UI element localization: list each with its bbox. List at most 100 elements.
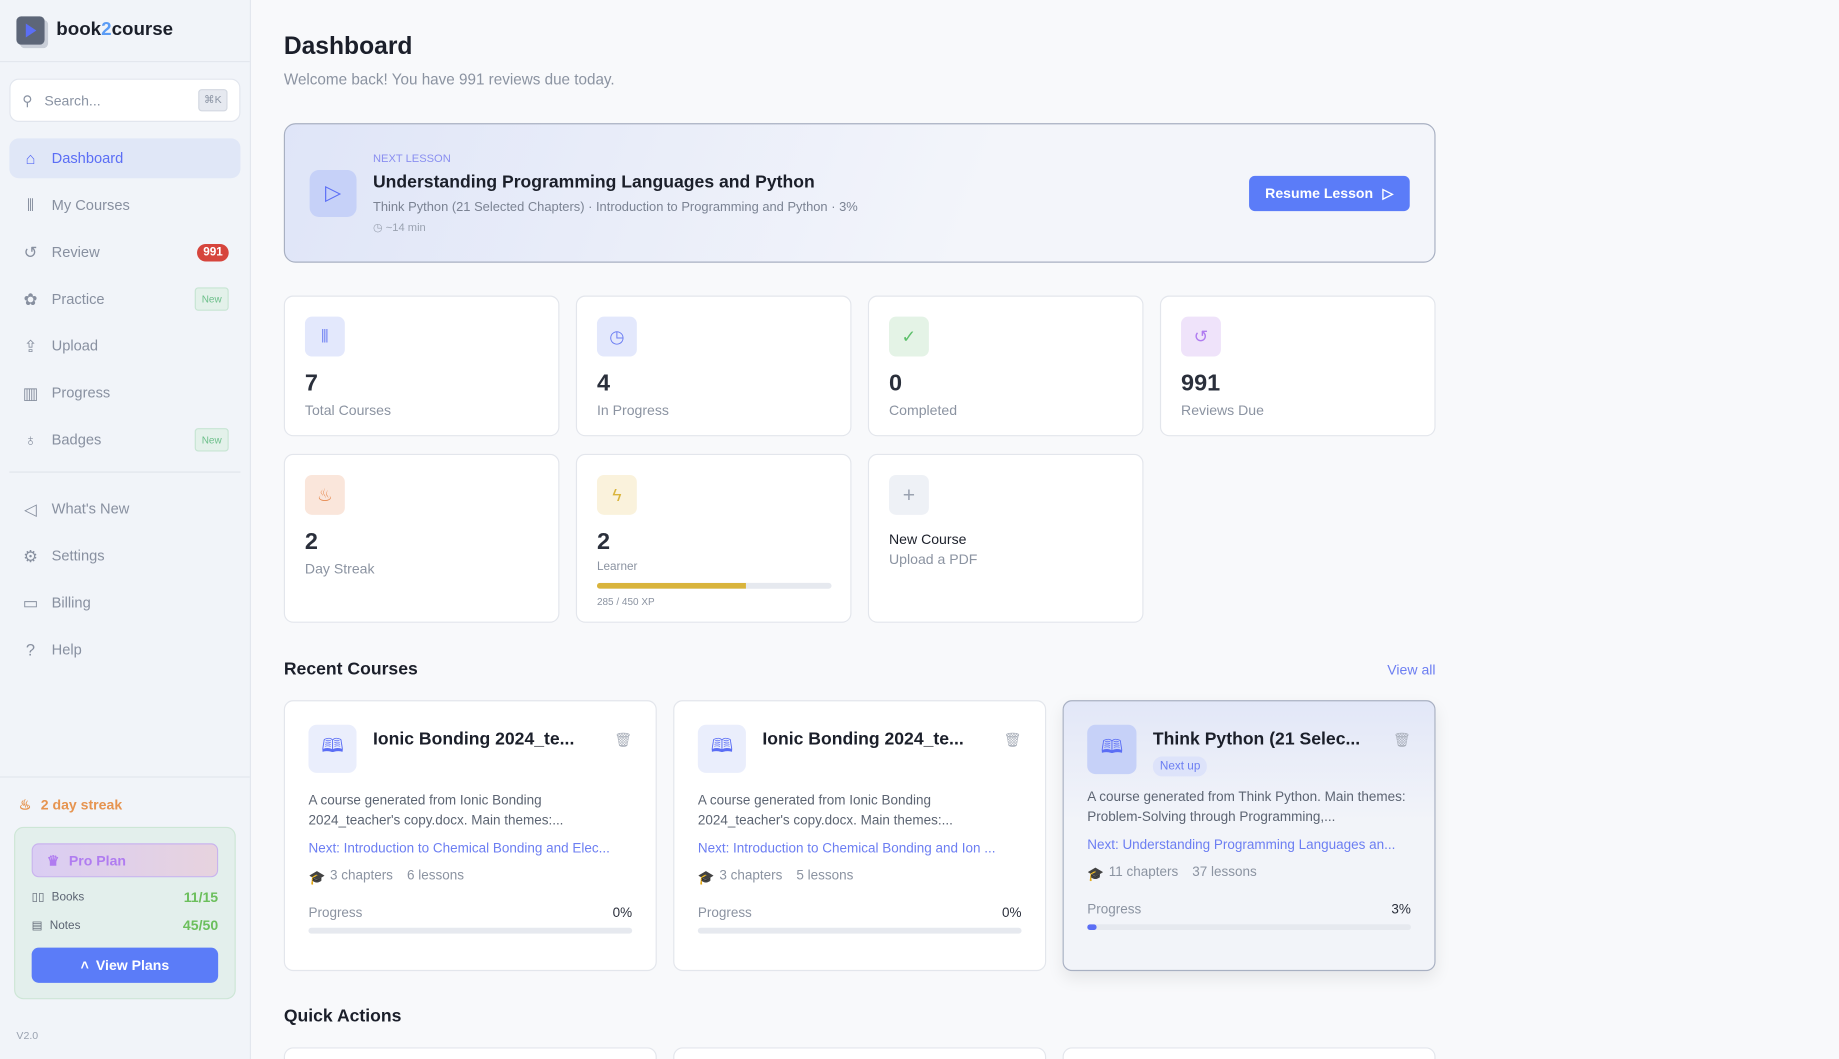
search-placeholder: Search... [44, 92, 101, 109]
stat-completed[interactable]: ✓ 0 Completed [867, 295, 1144, 437]
trash-icon[interactable]: 🗑 [1393, 731, 1411, 749]
graduation-cap-icon: 🎓 [697, 871, 715, 886]
play-icon: ▷ [1382, 185, 1394, 202]
nav-label: Practice [51, 290, 105, 308]
nav-label: Review [51, 243, 100, 261]
course-next-lesson[interactable]: Next: Introduction to Chemical Bonding a… [308, 842, 610, 857]
new-course-card[interactable]: + New Course Upload a PDF [867, 453, 1144, 623]
bar-chart-icon: ▥ [22, 382, 39, 402]
sidebar-item-help[interactable]: ? Help [9, 630, 240, 670]
chapter-count: 3 chapters [329, 869, 393, 884]
chapter-count: 11 chapters [1108, 865, 1179, 880]
course-title: Ionic Bonding 2024_te... [372, 729, 575, 750]
file-text-icon: ▤ [31, 918, 43, 932]
course-card[interactable]: 🕮 Ionic Bonding 2024_te... 🗑 A course gene… [673, 700, 1047, 972]
sidebar-item-badges[interactable]: ♁ Badges New [9, 420, 240, 460]
book-open-icon: 🕮 [1087, 724, 1137, 775]
nav-label: Progress [51, 384, 111, 402]
app-name: book2course [56, 19, 174, 40]
pro-plan-badge[interactable]: ♛ Pro Plan [31, 843, 219, 878]
sidebar-item-upload[interactable]: ⇪ Upload [9, 326, 240, 366]
chevron-up-icon: ˄ [80, 957, 89, 974]
progress-value: 3% [1391, 903, 1411, 918]
crown-icon: ♛ [46, 852, 60, 869]
nav-label: What's New [51, 500, 130, 518]
chapter-count: 3 chapters [719, 869, 783, 884]
quick-action-card[interactable] [1062, 1047, 1436, 1059]
course-description: A course generated from Ionic Bonding 20… [308, 794, 564, 829]
recent-courses-heading: Recent Courses [283, 659, 418, 680]
level-label: Learner [596, 560, 638, 574]
plus-icon: + [889, 474, 929, 515]
stat-label: Reviews Due [1181, 402, 1264, 419]
nav-label: Billing [51, 594, 91, 612]
view-plans-button[interactable]: ˄ View Plans [31, 947, 219, 983]
home-icon: ⌂ [25, 148, 36, 168]
resume-lesson-button[interactable]: Resume Lesson ▷ [1248, 175, 1410, 212]
nav-label: My Courses [51, 197, 130, 214]
sidebar-item-settings[interactable]: ⚙ Settings [9, 536, 240, 576]
progress-bar [308, 927, 633, 934]
main-nav: ⌂ Dashboard ⫴ My Courses ↺ Review 991 ✿ Pract… [0, 138, 250, 669]
trash-icon[interactable]: 🗑 [614, 731, 633, 749]
page-title: Dashboard [283, 32, 413, 60]
stat-reviews-due[interactable]: ↺ 991 Reviews Due [1159, 295, 1436, 437]
stat-value: 991 [1181, 370, 1221, 397]
megaphone-icon: ◁ [24, 499, 37, 518]
course-card[interactable]: 🕮 Ionic Bonding 2024_te... 🗑 A course gene… [283, 700, 657, 972]
progress-label: Progress [1087, 903, 1142, 918]
book-icon: ▯▯ [31, 890, 45, 904]
nav-label: Dashboard [51, 150, 124, 167]
quick-action-card[interactable] [673, 1047, 1047, 1059]
stat-value: 7 [304, 370, 318, 397]
next-lesson-meta: Think Python (21 Selected Chapters) · In… [372, 199, 858, 215]
plan-box: ♛ Pro Plan ▯▯ Books 11/15 ▤ Notes 45/50 ˄ View… [14, 826, 236, 1000]
lesson-count: 6 lessons [407, 869, 465, 884]
stat-value: 0 [889, 370, 903, 397]
sidebar-item-review[interactable]: ↺ Review 991 [9, 232, 240, 272]
nav-label: Settings [51, 547, 105, 565]
progress-value: 0% [612, 906, 633, 921]
stat-day-streak[interactable]: ♨ 2 Day Streak [283, 453, 560, 623]
nav-label: Badges [51, 431, 102, 449]
trash-icon[interactable]: 🗑 [1003, 731, 1022, 749]
xp-text: 285 / 450 XP [596, 595, 655, 608]
quick-action-card[interactable] [283, 1047, 657, 1059]
stat-total-courses[interactable]: ⫴ 7 Total Courses [283, 295, 560, 437]
zap-icon: ϟ [596, 474, 637, 515]
logo[interactable]: book2course [0, 0, 250, 63]
sidebar-item-progress[interactable]: ▥ Progress [9, 373, 240, 413]
progress-label: Progress [308, 906, 363, 921]
sidebar-item-practice[interactable]: ✿ Practice New [9, 279, 240, 319]
search-input[interactable]: ⚲ Search... ⌘K [9, 78, 241, 122]
rotate-ccw-icon: ↺ [23, 242, 38, 261]
stat-in-progress[interactable]: ◷ 4 In Progress [575, 295, 852, 437]
progress-bar [697, 927, 1022, 934]
new-badge: New [194, 428, 229, 452]
course-card-next-up[interactable]: 🕮 Think Python (21 Selec... Next up 🗑 A cou… [1062, 700, 1436, 972]
shortcut-hint: ⌘K [198, 89, 228, 112]
sidebar-item-billing[interactable]: ▭ Billing [9, 583, 240, 623]
library-icon: ⫴ [304, 316, 345, 357]
book-open-icon: 🕮 [308, 724, 357, 773]
sidebar-item-whats-new[interactable]: ◁ What's New [9, 489, 240, 529]
course-next-lesson[interactable]: Next: Understanding Programming Language… [1087, 838, 1396, 853]
stat-level[interactable]: ϟ 2 Learner 285 / 450 XP [575, 453, 852, 623]
divider [9, 471, 241, 473]
sidebar-item-my-courses[interactable]: ⫴ My Courses [9, 185, 240, 225]
view-all-link[interactable]: View all [1387, 661, 1436, 678]
progress-label: Progress [697, 906, 752, 921]
plan-name: Pro Plan [68, 852, 127, 869]
stat-label: Completed [889, 402, 958, 419]
course-next-lesson[interactable]: Next: Introduction to Chemical Bonding a… [697, 842, 996, 857]
next-lesson-card[interactable]: ▷ NEXT LESSON Understanding Programming … [283, 123, 1436, 263]
sidebar-item-dashboard[interactable]: ⌂ Dashboard [9, 138, 241, 179]
quota-value: 11/15 [183, 889, 219, 906]
quota-value: 45/50 [182, 917, 219, 934]
play-icon: ▷ [309, 169, 357, 217]
quota-label: Notes [49, 918, 81, 932]
gear-icon: ⚙ [23, 545, 38, 565]
sidebar-footer: ♨ 2 day streak ♛ Pro Plan ▯▯ Books 11/15 ▤ No… [0, 776, 250, 1000]
streak-text: 2 day streak [40, 796, 123, 813]
check-circle-icon: ✓ [889, 316, 929, 357]
